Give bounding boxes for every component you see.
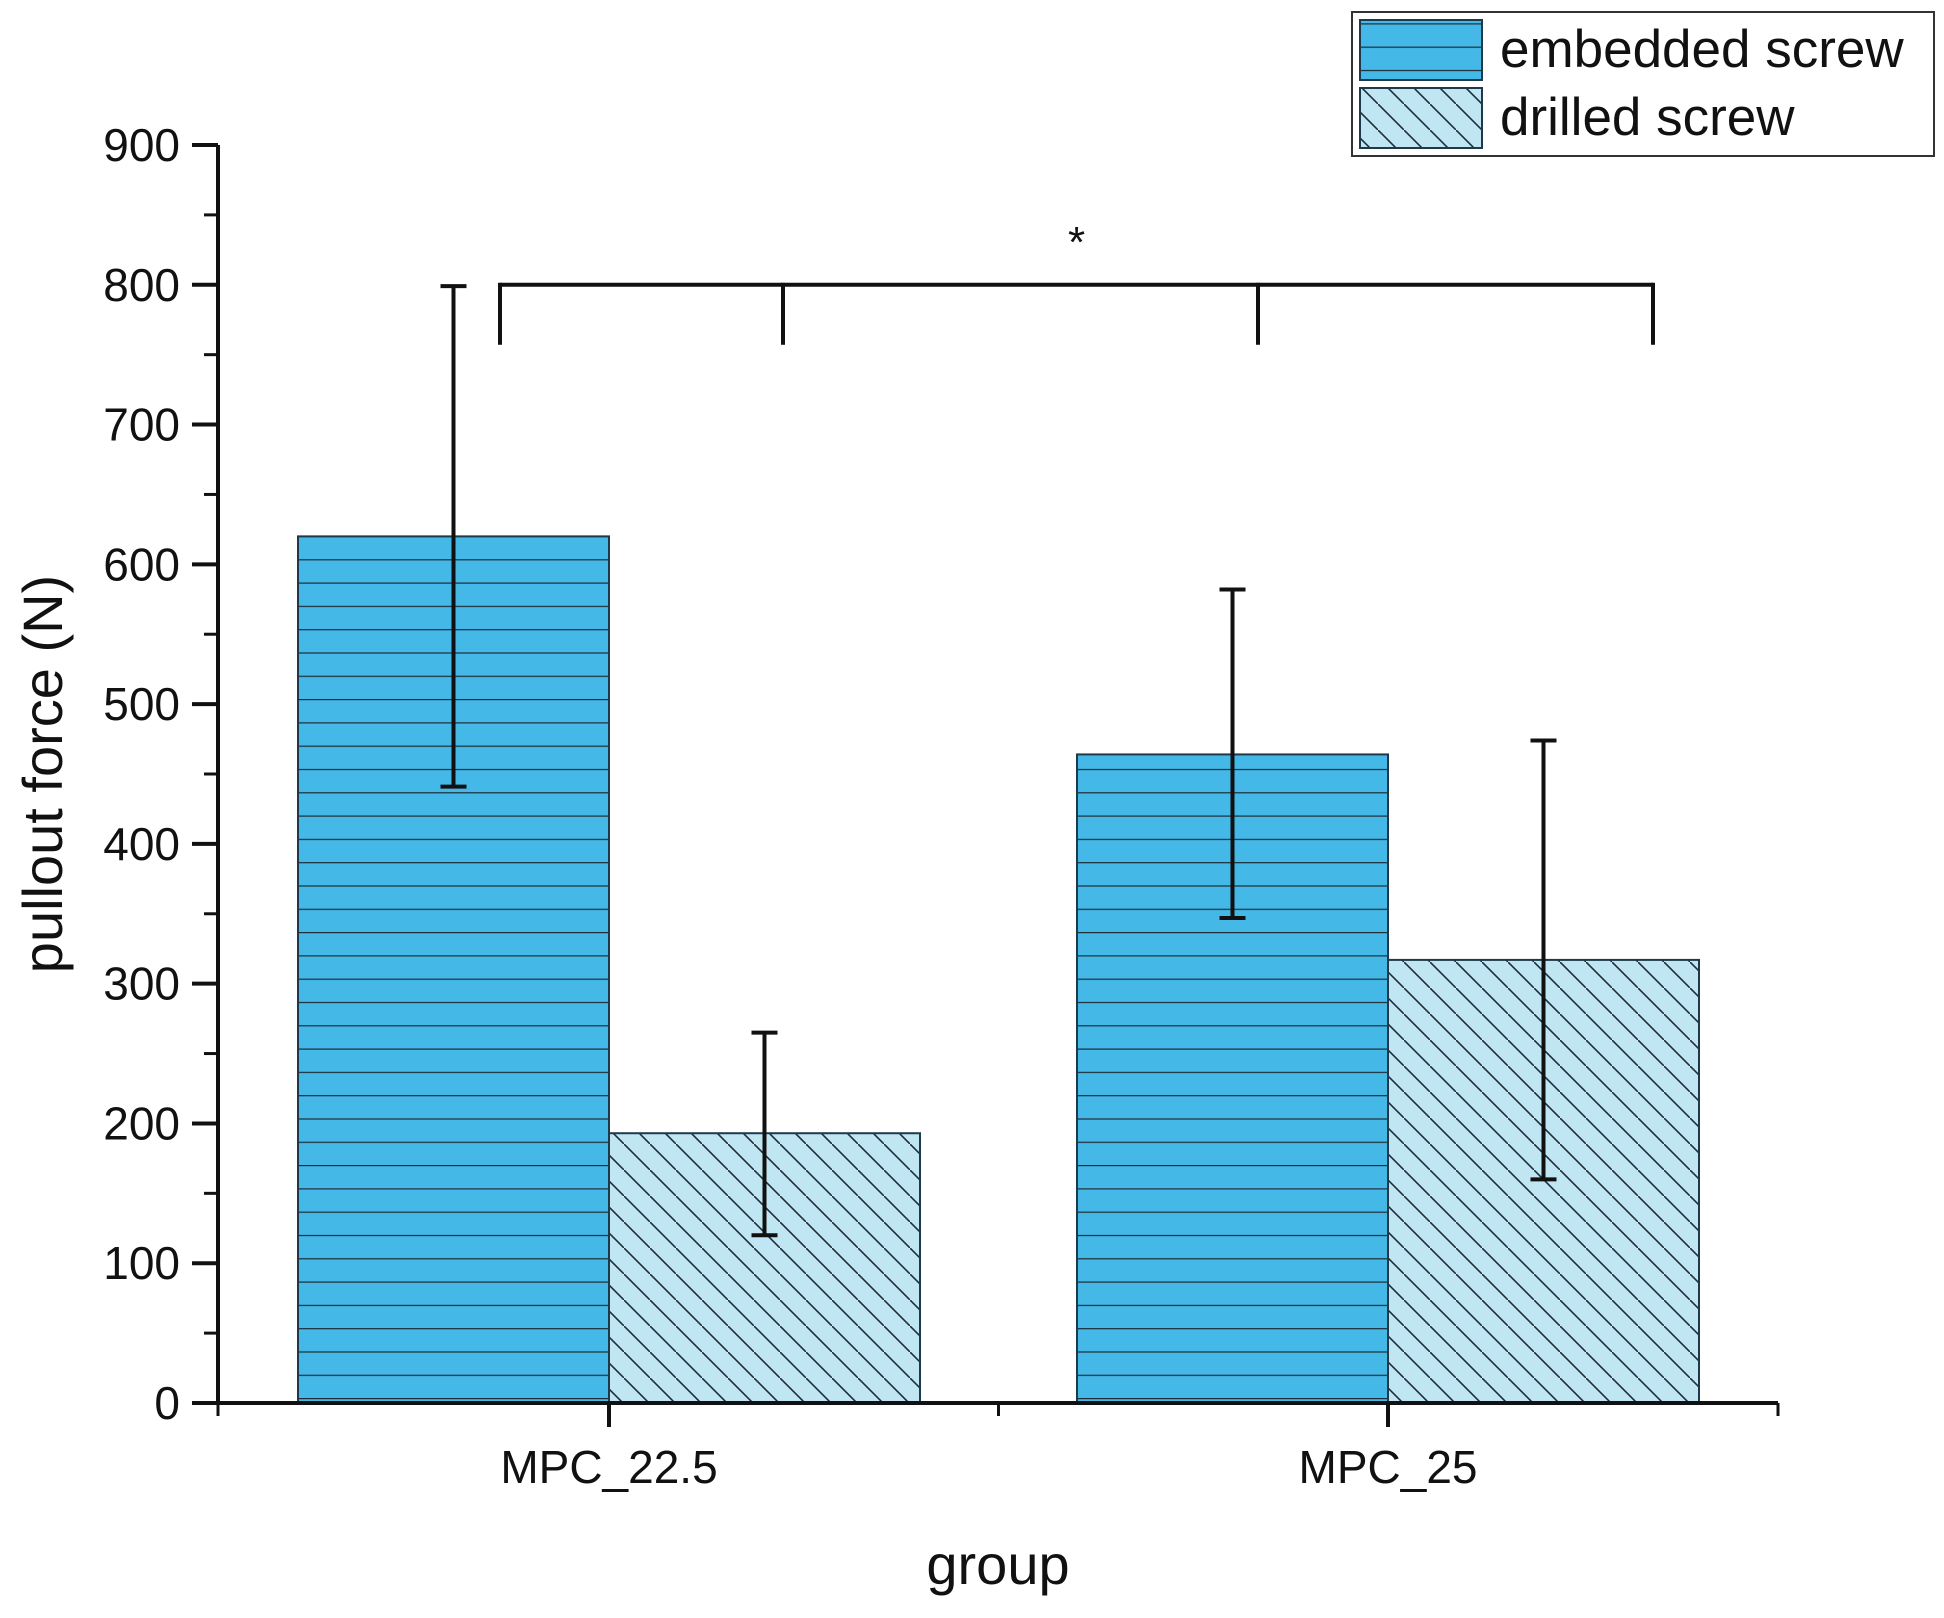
legend-swatch-pattern	[1359, 87, 1483, 149]
significance-layer: *	[498, 218, 1655, 345]
y-tick-label: 500	[103, 678, 180, 730]
legend-label: embedded screw	[1500, 20, 1904, 79]
y-axis-title: pullout force (N)	[11, 575, 74, 973]
legend-swatch-pattern	[1359, 19, 1483, 81]
x-axis-title: group	[926, 1533, 1069, 1596]
y-tick-label: 600	[103, 538, 180, 590]
y-tick-label: 700	[103, 399, 180, 451]
y-tick-label: 0	[154, 1377, 180, 1429]
legend: embedded screw drilled screw	[1351, 11, 1935, 157]
y-tick-label: 800	[103, 259, 180, 311]
y-tick-label: 400	[103, 818, 180, 870]
y-tick-label: 300	[103, 958, 180, 1010]
bars-layer	[297, 535, 1700, 1404]
y-tick-label: 200	[103, 1097, 180, 1149]
x-tick-label: MPC_25	[1299, 1441, 1478, 1493]
x-tick-label: MPC_22.5	[500, 1441, 717, 1493]
error-bars-layer	[440, 284, 1557, 1238]
y-tick-label: 100	[103, 1237, 180, 1289]
significance-marker: *	[1068, 218, 1085, 267]
axes-layer: 0 100 200 300 400 500 600 700 800 900 MPC_22.5 MPC_…	[11, 119, 1780, 1596]
legend-label: drilled screw	[1500, 88, 1795, 147]
y-tick-label: 900	[103, 119, 180, 171]
